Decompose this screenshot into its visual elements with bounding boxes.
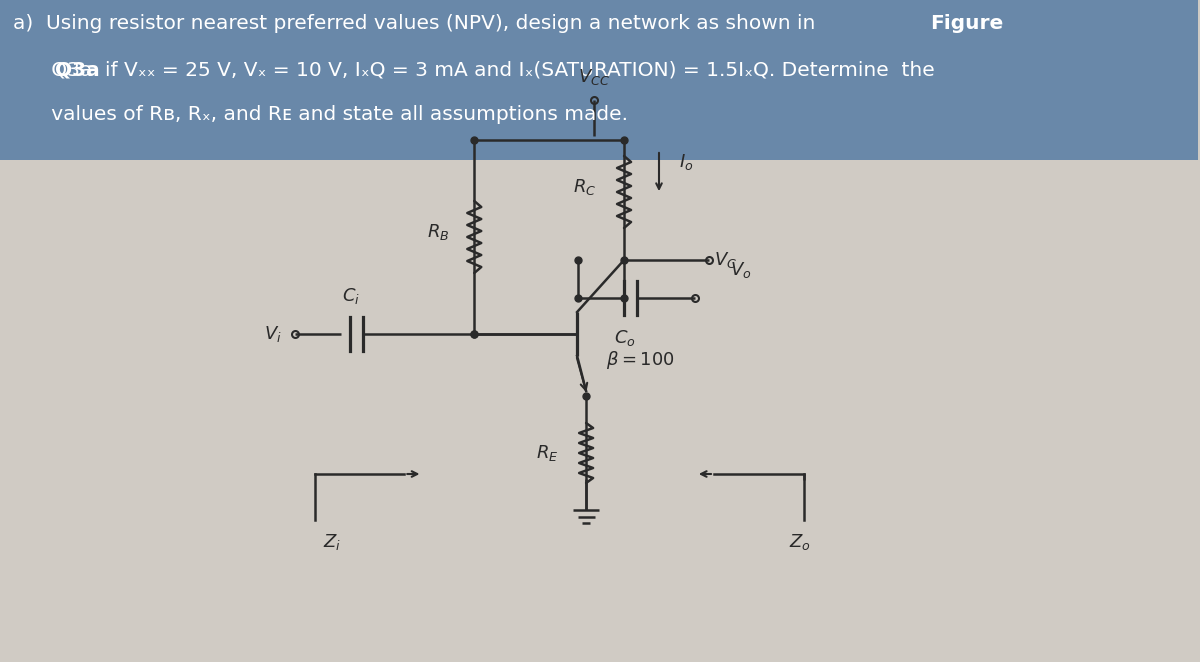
- Text: $R_E$: $R_E$: [535, 443, 558, 463]
- Text: $I_o$: $I_o$: [679, 152, 694, 172]
- Text: $R_B$: $R_B$: [427, 222, 449, 242]
- Text: $V_C$: $V_C$: [714, 250, 737, 270]
- Text: $C_o$: $C_o$: [614, 328, 636, 348]
- Text: Figure: Figure: [930, 14, 1004, 33]
- Text: $V_i$: $V_i$: [264, 324, 282, 344]
- Text: $R_C$: $R_C$: [572, 177, 596, 197]
- Text: $V_o$: $V_o$: [730, 260, 751, 280]
- Text: Q3a: Q3a: [13, 60, 100, 79]
- Text: $C_i$: $C_i$: [342, 286, 360, 306]
- Text: Q3a  if Vₓₓ = 25 V, Vₓ = 10 V, IₓQ = 3 mA and Iₓ(SATURATION) = 1.5IₓQ. Determine: Q3a if Vₓₓ = 25 V, Vₓ = 10 V, IₓQ = 3 mA…: [13, 60, 935, 79]
- Text: values of Rʙ, Rₓ, and Rᴇ and state all assumptions made.: values of Rʙ, Rₓ, and Rᴇ and state all a…: [13, 105, 628, 124]
- Text: $\beta = 100$: $\beta = 100$: [606, 349, 674, 371]
- Text: a)  Using resistor nearest preferred values (NPV), design a network as shown in: a) Using resistor nearest preferred valu…: [13, 14, 822, 33]
- Text: $Z_i$: $Z_i$: [323, 532, 341, 552]
- Text: $Z_o$: $Z_o$: [788, 532, 811, 552]
- Text: $V_{CC}$: $V_{CC}$: [578, 67, 610, 87]
- FancyBboxPatch shape: [0, 0, 1198, 160]
